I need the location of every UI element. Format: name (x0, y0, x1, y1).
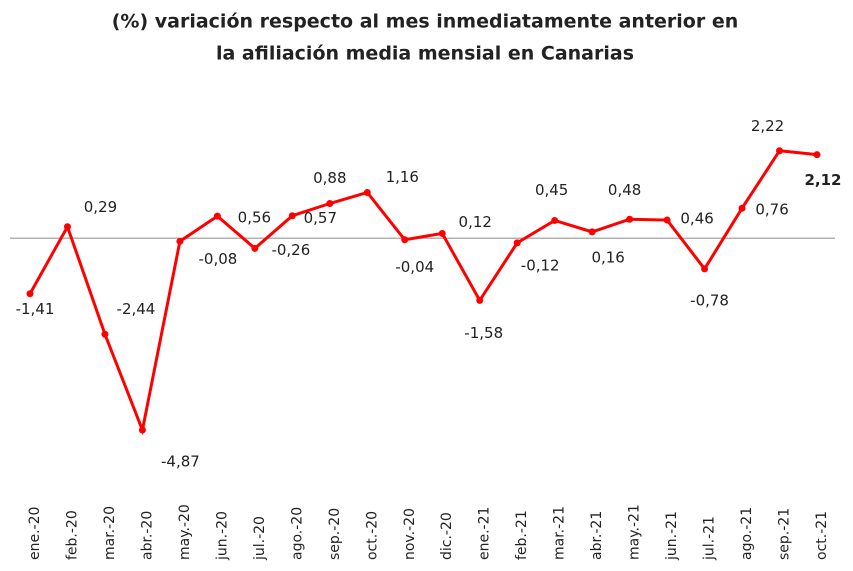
point (363, 188, 371, 196)
point (401, 236, 409, 244)
x-tick-label: abr.-20 (139, 511, 155, 560)
data-label: -1,58 (464, 324, 503, 342)
x-tick-label: sep.-20 (327, 508, 343, 560)
point (663, 216, 671, 224)
x-tick-label: jul.-20 (252, 516, 268, 561)
x-tick-label: jun.-21 (664, 511, 680, 561)
x-tick-label: may.-20 (177, 504, 193, 560)
chart-title: (%) variación respecto al mes inmediatam… (112, 11, 739, 33)
point (26, 290, 34, 298)
data-label: 0,57 (304, 209, 337, 227)
x-tick-label: feb.-21 (514, 510, 530, 560)
chart-title: la afiliación media mensial en Canarias (216, 43, 634, 65)
data-label: 0,88 (313, 169, 346, 187)
data-label: -0,08 (198, 250, 237, 268)
data-label: 0,12 (459, 213, 492, 231)
point (551, 216, 559, 224)
point (438, 229, 446, 237)
data-label: -0,26 (271, 241, 310, 259)
data-label: 2,22 (751, 117, 784, 135)
point (626, 215, 634, 223)
x-tick-label: nov.-20 (402, 508, 418, 560)
x-tick-label: feb.-20 (64, 510, 80, 560)
x-tick-label: sep.-21 (777, 508, 793, 560)
point (701, 265, 709, 273)
point (326, 200, 334, 208)
point (513, 239, 521, 247)
point (213, 212, 221, 220)
point (288, 212, 296, 220)
data-label: -1,41 (16, 300, 55, 318)
x-tick-label: dic.-20 (439, 512, 455, 560)
data-label: 0,16 (591, 248, 624, 266)
point (138, 426, 146, 434)
point (251, 244, 259, 252)
point (176, 237, 184, 245)
point (776, 147, 784, 155)
data-label: -0,78 (690, 291, 729, 309)
point (476, 296, 484, 304)
data-label: 0,48 (608, 181, 641, 199)
x-tick-label: oct.-21 (814, 511, 830, 560)
data-label: 0,29 (84, 198, 117, 216)
data-label: 0,45 (535, 181, 568, 199)
x-tick-label: may.-21 (627, 504, 643, 560)
data-label: -0,04 (395, 258, 434, 276)
x-tick-label: ago.-20 (289, 507, 305, 560)
data-label: -2,44 (117, 300, 156, 318)
x-tick-label: ene.-20 (27, 507, 43, 560)
x-tick-label: mar.-20 (102, 506, 118, 560)
x-tick-label: mar.-21 (552, 506, 568, 560)
x-tick-label: jun.-20 (214, 511, 230, 561)
data-label: 2,12 (804, 171, 841, 189)
x-tick-label: oct.-20 (364, 511, 380, 560)
point (738, 204, 746, 212)
x-tick-label: jul.-21 (702, 516, 718, 561)
point (588, 228, 596, 236)
point (101, 330, 109, 338)
data-label: -0,12 (521, 256, 560, 274)
data-label: 0,56 (238, 209, 271, 227)
data-label: -4,87 (161, 453, 200, 471)
x-tick-label: abr.-21 (589, 511, 605, 560)
x-tick-label: ene.-21 (477, 507, 493, 560)
data-label: 0,76 (755, 201, 788, 219)
point (63, 223, 71, 231)
point (813, 151, 821, 159)
line-series (28, 149, 818, 436)
data-label: 0,46 (680, 210, 713, 228)
data-label: 1,16 (386, 168, 419, 186)
x-tick-label: ago.-21 (739, 507, 755, 560)
